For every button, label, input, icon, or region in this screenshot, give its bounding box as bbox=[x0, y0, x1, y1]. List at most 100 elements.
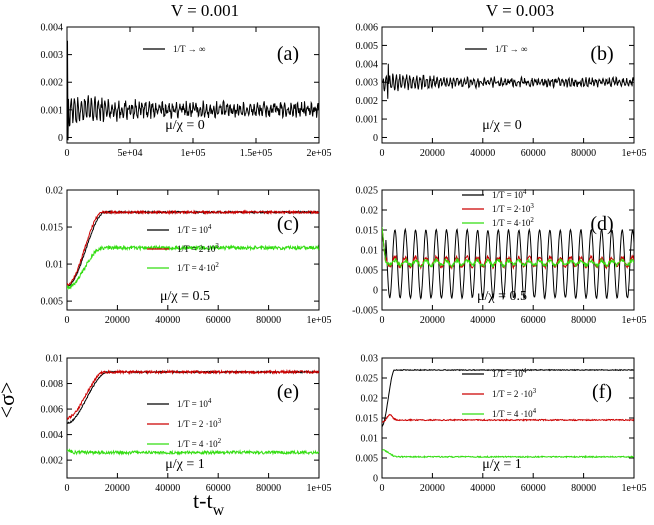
series-line-green bbox=[382, 226, 634, 269]
legend-label: 1/T = 4 ·10 bbox=[492, 409, 533, 419]
y-tick-label: 0.01 bbox=[361, 246, 379, 257]
x-tick-label: 40000 bbox=[155, 483, 180, 494]
legend-exponent: 3 bbox=[218, 417, 222, 425]
column-title-right: V = 0.003 bbox=[486, 1, 554, 20]
y-tick-label: 0.008 bbox=[41, 379, 64, 390]
panel-note: μ/χ = 1 bbox=[482, 457, 522, 472]
x-tick-label: 40000 bbox=[155, 315, 180, 326]
legend-label: 1/T = 2·10 bbox=[177, 244, 216, 254]
column-title-left: V = 0.001 bbox=[171, 1, 239, 20]
series-line-black bbox=[382, 63, 634, 99]
x-tick-label: 80000 bbox=[571, 483, 596, 494]
x-tick-label: 60000 bbox=[521, 483, 546, 494]
y-tick-label: 0.025 bbox=[356, 374, 379, 385]
y-tick-label: 0.01 bbox=[361, 434, 379, 445]
legend-label: 1/T = 4·10 bbox=[177, 263, 216, 273]
panels: 0 5e+04 1e+05 1.5e+05 2e+0500.0010.0020.0030… bbox=[41, 23, 647, 495]
panel-b: 0 20000 40000 60000 80000 1e+05 0 0.001 0.002 0.0… bbox=[356, 23, 647, 160]
legend-entry: 1/T = 2·103 bbox=[177, 242, 219, 254]
x-tick-label: 20000 bbox=[105, 483, 130, 494]
y-tick-label: 0.01 bbox=[46, 260, 64, 271]
plot-frame bbox=[66, 357, 320, 479]
y-tick-label: 0.015 bbox=[356, 414, 379, 425]
y-tick-label: 0.005 bbox=[356, 266, 379, 277]
series-line-black bbox=[382, 227, 634, 301]
x-tick-label: 20000 bbox=[420, 483, 445, 494]
legend-entry: 1/T → ∞ bbox=[173, 44, 205, 54]
series-group bbox=[67, 368, 319, 456]
series-group bbox=[67, 209, 319, 290]
x-tick-label: 1e+05 bbox=[306, 483, 331, 494]
legend-exponent: 2 bbox=[530, 216, 534, 224]
series-line-black bbox=[67, 40, 319, 141]
panel-letter: (f) bbox=[592, 381, 612, 403]
legend-label: 1/T = 10 bbox=[177, 399, 208, 409]
series-line-red bbox=[382, 413, 634, 423]
x-axis-label: t-tw bbox=[193, 488, 225, 519]
legend-entry: 1/T = 104 bbox=[177, 397, 212, 409]
y-tick-label: 0.005 bbox=[356, 41, 379, 52]
y-tick-label: 0.01 bbox=[46, 354, 64, 365]
x-tick-label: 20000 bbox=[420, 148, 445, 159]
y-tick-label: 0.002 bbox=[41, 78, 64, 89]
x-tick-label: 1e+05 bbox=[180, 148, 205, 159]
series-group bbox=[67, 40, 319, 141]
series-line-red bbox=[67, 209, 319, 287]
x-tick-label: 2e+05 bbox=[306, 148, 331, 159]
legend-exponent: 2 bbox=[218, 437, 222, 445]
panel-f: 0 20000 40000 60000 80000 1e+05 0 0.005 0.01 0.01… bbox=[356, 354, 647, 495]
legend-exponent: 4 bbox=[523, 188, 527, 196]
legend-label: 1/T → ∞ bbox=[495, 44, 527, 54]
y-tick-label: 0.006 bbox=[356, 23, 379, 34]
plot-frame bbox=[381, 26, 635, 144]
x-axis-label-subscript: w bbox=[213, 502, 225, 519]
panel-letter: (b) bbox=[590, 43, 613, 65]
series-line-green bbox=[67, 448, 319, 456]
legend-label: 1/T = 2·10 bbox=[492, 204, 531, 214]
legend-label: 1/T = 2 ·10 bbox=[492, 389, 533, 399]
x-axis-label-main: t-t bbox=[193, 488, 213, 513]
y-tick-label: 0.005 bbox=[41, 297, 64, 308]
series-line-green bbox=[382, 449, 634, 459]
y-tick-label: 0.02 bbox=[361, 206, 379, 217]
legend-entry: 1/T = 2·103 bbox=[492, 202, 534, 214]
x-tick-label: 60000 bbox=[521, 315, 546, 326]
series-line-black bbox=[382, 368, 634, 427]
legend-entry: 1/T = 4·102 bbox=[177, 261, 219, 273]
panel-d: 0 20000 40000 60000 80000 1e+05-0.00500.0050.… bbox=[352, 186, 646, 327]
x-tick-label: 1e+05 bbox=[621, 315, 646, 326]
x-tick-label: 0 bbox=[65, 483, 70, 494]
panel-letter: (a) bbox=[277, 43, 299, 65]
panel-note: μ/χ = 0 bbox=[482, 118, 522, 133]
legend-entry: 1/T = 4 ·102 bbox=[177, 437, 222, 449]
series-line-green bbox=[67, 244, 319, 290]
x-tick-label: 20000 bbox=[105, 315, 130, 326]
x-tick-label: 60000 bbox=[521, 148, 546, 159]
y-tick-label: 0.003 bbox=[356, 78, 379, 89]
x-tick-label: 0 bbox=[65, 148, 70, 159]
legend-entry: 1/T = 2 ·103 bbox=[492, 387, 537, 399]
legend-exponent: 4 bbox=[533, 407, 537, 415]
y-tick-label: 0.015 bbox=[41, 223, 64, 234]
series-group bbox=[382, 368, 634, 459]
series-line-red bbox=[67, 368, 319, 420]
legend-exponent: 4 bbox=[208, 397, 212, 405]
x-tick-label: 60000 bbox=[206, 315, 231, 326]
x-tick-label: 20000 bbox=[420, 315, 445, 326]
y-tick-label: 0 bbox=[373, 133, 378, 144]
legend-entry: 1/T = 4 ·104 bbox=[492, 407, 537, 419]
legend-entry: 1/T = 104 bbox=[492, 367, 527, 379]
x-tick-label: 1.5e+05 bbox=[240, 148, 273, 159]
x-tick-label: 40000 bbox=[470, 315, 495, 326]
x-tick-label: 80000 bbox=[256, 483, 281, 494]
legend-label: 1/T = 10 bbox=[177, 225, 208, 235]
legend-label: 1/T = 2 ·10 bbox=[177, 419, 218, 429]
legend-entry: 1/T = 104 bbox=[492, 188, 527, 200]
x-tick-label: 0 bbox=[380, 315, 385, 326]
panel-letter: (c) bbox=[277, 213, 299, 235]
y-tick-label: 0.02 bbox=[46, 186, 64, 197]
y-tick-label: 0.002 bbox=[41, 456, 64, 467]
panel-letter: (e) bbox=[277, 381, 299, 403]
y-tick-label: 0.001 bbox=[356, 115, 379, 126]
y-tick-label: 0.004 bbox=[41, 430, 64, 441]
